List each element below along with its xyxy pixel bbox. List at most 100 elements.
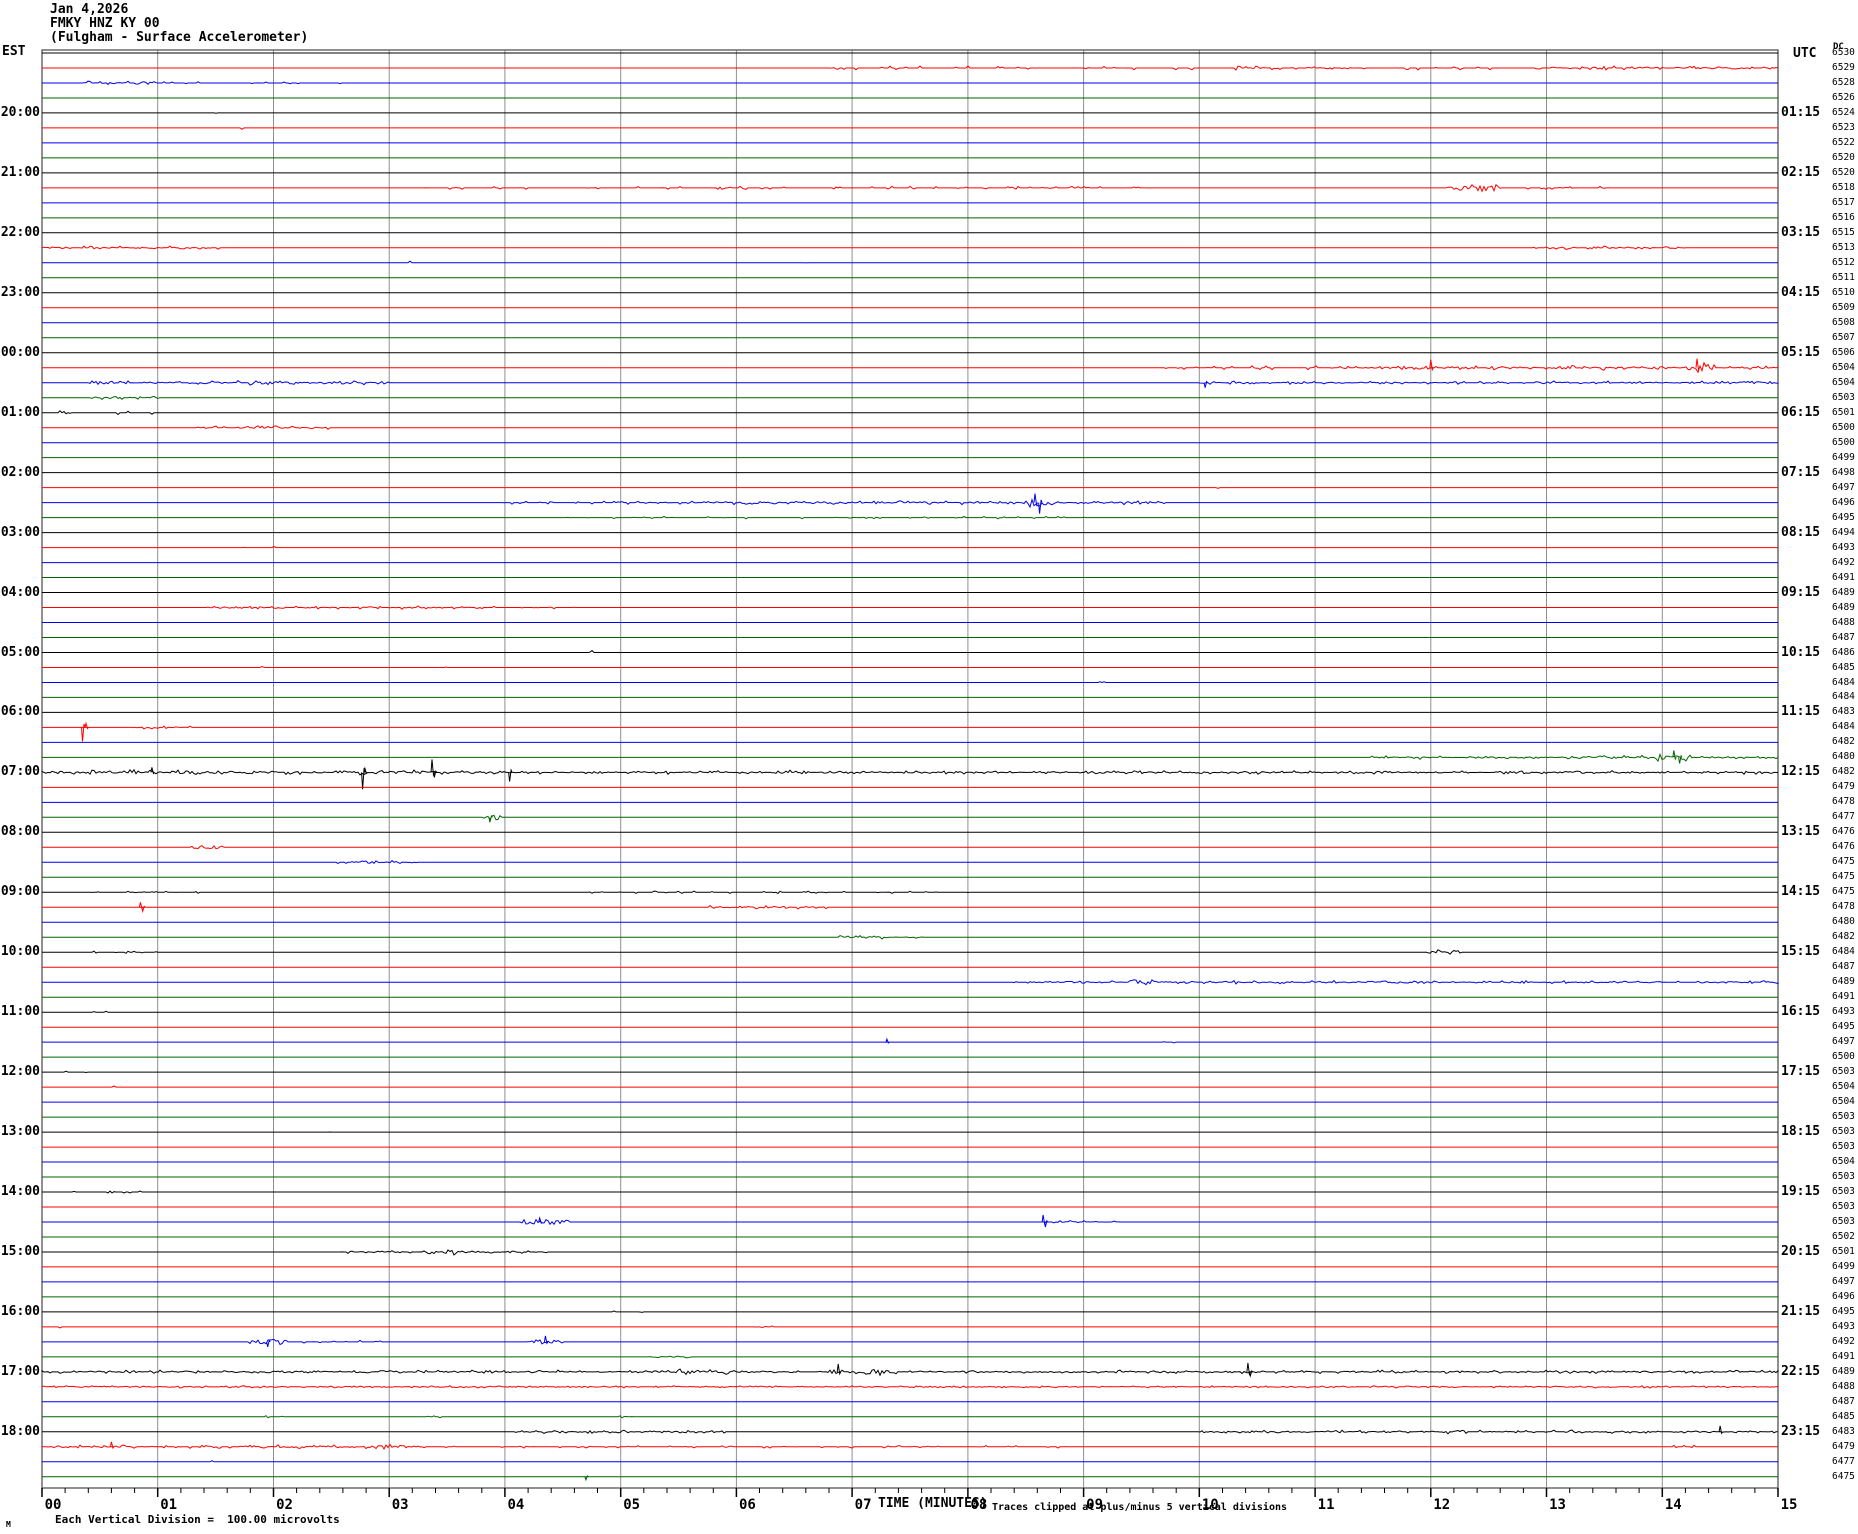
trace-row-58 xyxy=(42,902,1778,914)
trace-value: 6511 xyxy=(1832,271,1855,283)
utc-time-label: 20:15 xyxy=(1781,1244,1821,1259)
trace-value: 6482 xyxy=(1832,766,1855,778)
utc-time-label: 21:15 xyxy=(1781,1303,1821,1319)
trace-value: 6475 xyxy=(1832,886,1855,898)
x-tick-label: 01 xyxy=(160,1497,178,1513)
trace-row-67 xyxy=(42,1037,1778,1044)
est-time-label: 02:00 xyxy=(0,464,40,480)
trace-value: 6500 xyxy=(1832,1051,1855,1063)
trace-row-23 xyxy=(42,380,1779,388)
trace-value: 6493 xyxy=(1832,1006,1855,1018)
trace-row-87 xyxy=(42,1335,1778,1348)
trace-value: 6518 xyxy=(1832,181,1855,193)
est-time-label: 08:00 xyxy=(0,824,40,840)
trace-value: 6482 xyxy=(1832,931,1855,943)
left-timezone-label: EST xyxy=(2,44,26,59)
x-tick-label: 12 xyxy=(1433,1497,1451,1513)
trace-value: 6480 xyxy=(1832,751,1855,763)
page-header: Jan 4,2026 FMKY HNZ KY 00 (Fulgham - Sur… xyxy=(50,3,308,45)
trace-value: 6504 xyxy=(1832,376,1855,388)
x-tick-label: 13 xyxy=(1549,1497,1566,1513)
est-time-label: 16:00 xyxy=(0,1303,40,1319)
trace-value: 6497 xyxy=(1832,481,1855,493)
trace-row-61 xyxy=(42,949,1778,955)
est-time-label: 10:00 xyxy=(0,944,40,960)
utc-time-label: 23:15 xyxy=(1781,1423,1821,1439)
trace-value: 6528 xyxy=(1832,77,1855,88)
trace-value: 6478 xyxy=(1832,796,1855,808)
trace-value: 6508 xyxy=(1832,316,1855,328)
utc-time-label: 16:15 xyxy=(1781,1004,1821,1020)
utc-time-label: 09:15 xyxy=(1781,584,1821,600)
est-time-label: 13:00 xyxy=(0,1124,40,1140)
trace-value: 6503 xyxy=(1832,1111,1855,1123)
trace-value: 6522 xyxy=(1832,136,1855,148)
trace-value: 6503 xyxy=(1832,1171,1855,1182)
trace-value: 6484 xyxy=(1832,676,1855,688)
x-tick-label: 07 xyxy=(854,1497,872,1513)
utc-time-label: 10:15 xyxy=(1781,644,1821,660)
trace-value: 6501 xyxy=(1832,406,1855,418)
trace-value: 6488 xyxy=(1832,616,1855,628)
trace-row-41 xyxy=(42,649,1778,653)
est-time-label: 07:00 xyxy=(0,764,40,780)
trace-value: 6495 xyxy=(1832,1021,1855,1033)
trace-row-55 xyxy=(42,859,1778,865)
trace-value: 6515 xyxy=(1832,226,1855,238)
trace-value: 6475 xyxy=(1832,1470,1855,1482)
est-time-label: 21:00 xyxy=(0,164,40,180)
trace-value: 6497 xyxy=(1832,1036,1855,1048)
trace-value: 6485 xyxy=(1832,1410,1855,1422)
est-time-label: 05:00 xyxy=(0,644,40,660)
est-time-label: 06:00 xyxy=(0,704,40,720)
trace-value: 6489 xyxy=(1832,601,1855,613)
utc-time-label: 01:15 xyxy=(1781,104,1821,120)
utc-time-label: 13:15 xyxy=(1781,824,1821,840)
trace-row-31 xyxy=(42,493,1778,514)
trace-value: 6517 xyxy=(1832,196,1855,208)
trace-row-94 xyxy=(42,1441,1778,1451)
trace-value: 6493 xyxy=(1832,541,1855,553)
trace-value: 6478 xyxy=(1832,901,1855,913)
utc-time-label: 18:15 xyxy=(1781,1124,1821,1140)
trace-value: 6500 xyxy=(1832,436,1855,448)
trace-value: 6484 xyxy=(1832,691,1855,703)
trace-row-89 xyxy=(41,1362,1779,1378)
utc-time-label: 04:15 xyxy=(1781,284,1821,300)
trace-value: 6475 xyxy=(1832,871,1855,883)
est-time-label: 03:00 xyxy=(0,524,40,540)
trace-value: 6491 xyxy=(1832,571,1855,583)
trace-row-32 xyxy=(42,515,1778,520)
x-tick-label: 00 xyxy=(44,1497,62,1513)
trace-value: 6483 xyxy=(1832,1425,1855,1437)
trace-value: 6487 xyxy=(1832,1395,1855,1407)
trace-value: 6496 xyxy=(1832,1290,1855,1302)
trace-value: 6504 xyxy=(1832,1081,1855,1093)
trace-row-63 xyxy=(42,979,1779,986)
trace-value: 6530 xyxy=(1832,47,1855,58)
trace-row-46 xyxy=(42,721,1778,742)
watermark-glyph: M xyxy=(6,1520,11,1529)
utc-time-label: 12:15 xyxy=(1781,764,1821,780)
x-tick-label: 11 xyxy=(1317,1497,1335,1513)
trace-row-79 xyxy=(42,1214,1778,1228)
trace-value: 6524 xyxy=(1832,106,1855,118)
trace-value: 6482 xyxy=(1832,736,1855,748)
trace-value: 6476 xyxy=(1832,841,1855,853)
trace-value: 6509 xyxy=(1832,301,1855,313)
trace-value: 6497 xyxy=(1832,1275,1855,1287)
trace-value: 6480 xyxy=(1832,916,1855,928)
trace-row-22 xyxy=(42,358,1779,374)
trace-value: 6499 xyxy=(1832,1260,1855,1272)
trace-row-48 xyxy=(42,750,1779,764)
scale-note: Each Vertical Division = 100.00 microvol… xyxy=(55,1513,340,1526)
trace-value: 6477 xyxy=(1832,811,1855,823)
utc-time-label: 19:15 xyxy=(1781,1184,1821,1199)
trace-value: 6510 xyxy=(1832,286,1855,298)
trace-value: 6495 xyxy=(1832,511,1855,523)
trace-value: 6526 xyxy=(1832,92,1855,103)
trace-value: 6484 xyxy=(1832,946,1855,958)
trace-value: 6477 xyxy=(1832,1455,1855,1467)
trace-row-3 xyxy=(42,80,1778,86)
est-time-label: 22:00 xyxy=(0,224,40,240)
